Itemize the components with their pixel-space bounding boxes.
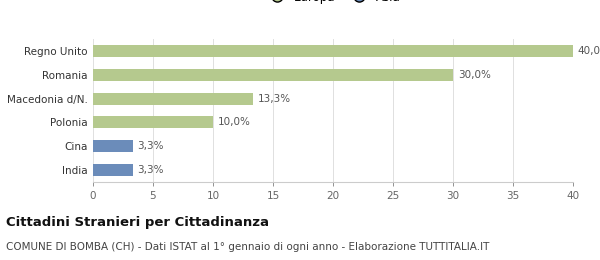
Text: Cittadini Stranieri per Cittadinanza: Cittadini Stranieri per Cittadinanza xyxy=(6,216,269,229)
Bar xyxy=(93,116,213,128)
Text: 40,0%: 40,0% xyxy=(578,46,600,56)
Bar xyxy=(93,46,573,57)
Text: 30,0%: 30,0% xyxy=(458,70,491,80)
Bar xyxy=(93,69,453,81)
Text: 10,0%: 10,0% xyxy=(218,117,251,127)
Text: 13,3%: 13,3% xyxy=(257,94,290,104)
Bar xyxy=(93,93,253,105)
Bar xyxy=(93,140,133,152)
Legend: Europa, Asia: Europa, Asia xyxy=(266,0,400,4)
Text: COMUNE DI BOMBA (CH) - Dati ISTAT al 1° gennaio di ogni anno - Elaborazione TUTT: COMUNE DI BOMBA (CH) - Dati ISTAT al 1° … xyxy=(6,242,490,252)
Text: 3,3%: 3,3% xyxy=(137,141,164,151)
Bar xyxy=(93,164,133,176)
Text: 3,3%: 3,3% xyxy=(137,165,164,175)
